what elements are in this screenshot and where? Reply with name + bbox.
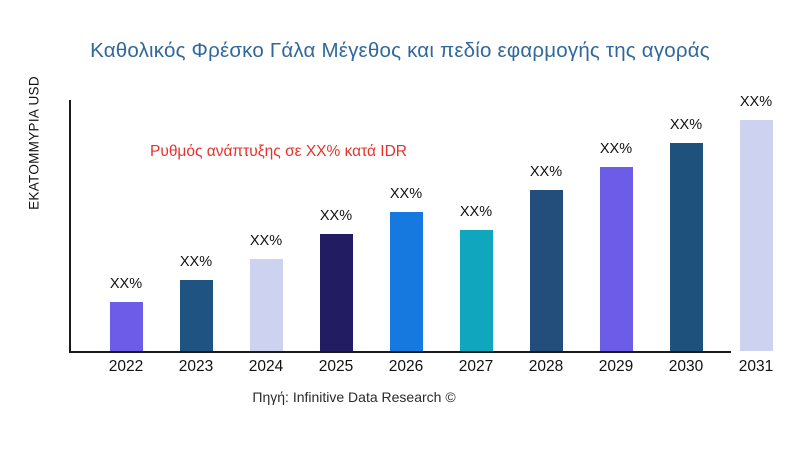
x-tick-label-2028: 2028 xyxy=(528,358,564,375)
bar-value-label-2022: XX% xyxy=(109,276,143,292)
bar-2026 xyxy=(390,212,423,351)
bar-value-label-2026: XX% xyxy=(389,186,423,202)
x-tick-label-2027: 2027 xyxy=(458,358,494,375)
bar-value-label-2028: XX% xyxy=(529,164,563,180)
bar-value-label-2031: XX% xyxy=(739,94,773,110)
bar-value-label-2030: XX% xyxy=(669,117,703,133)
bar-value-label-2029: XX% xyxy=(599,141,633,157)
x-tick-label-2031: 2031 xyxy=(738,358,774,375)
x-tick-label-2024: 2024 xyxy=(248,358,284,375)
bar-value-label-2023: XX% xyxy=(179,254,213,270)
bar-2028 xyxy=(530,190,563,351)
chart-title: Καθολικός Φρέσκο Γάλα Μέγεθος και πεδίο … xyxy=(90,39,710,62)
x-axis-line xyxy=(69,351,731,353)
bar-2022 xyxy=(110,302,143,351)
y-axis-label: ΕΚΑΤΟΜΜΥΡΙΑ USD xyxy=(26,76,42,210)
bar-2029 xyxy=(600,167,633,351)
growth-rate-annotation: Ρυθμός ανάπτυξης σε XX% κατά IDR xyxy=(150,143,407,160)
bar-2025 xyxy=(320,234,353,351)
bar-2023 xyxy=(180,280,213,351)
x-tick-label-2022: 2022 xyxy=(108,358,144,375)
bar-2030 xyxy=(670,143,703,351)
x-tick-label-2023: 2023 xyxy=(178,358,214,375)
y-axis-line xyxy=(69,100,71,353)
source-attribution: Πηγή: Infinitive Data Research © xyxy=(252,389,456,405)
bar-2024 xyxy=(250,259,283,351)
bar-value-label-2024: XX% xyxy=(249,233,283,249)
bar-2031 xyxy=(740,120,773,351)
bar-2027 xyxy=(460,230,493,351)
bar-value-label-2027: XX% xyxy=(459,204,493,220)
x-tick-label-2025: 2025 xyxy=(318,358,354,375)
x-tick-label-2030: 2030 xyxy=(668,358,704,375)
x-tick-label-2029: 2029 xyxy=(598,358,634,375)
bar-value-label-2025: XX% xyxy=(319,208,353,224)
x-tick-label-2026: 2026 xyxy=(388,358,424,375)
